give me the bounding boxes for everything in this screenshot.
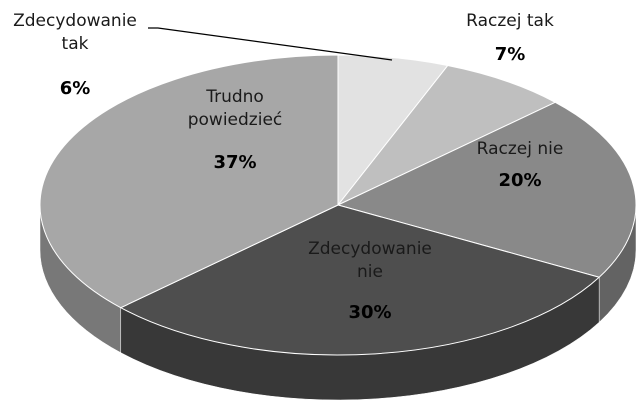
value-label: 7% bbox=[494, 44, 526, 65]
slice-label: Zdecydowanie tak bbox=[13, 11, 137, 54]
slice-label: Raczej nie bbox=[476, 139, 564, 159]
slice bbox=[119, 204, 601, 356]
value-label: 20% bbox=[498, 170, 542, 191]
value-label: 6% bbox=[59, 78, 91, 99]
slice bbox=[337, 64, 557, 206]
slice-label: Zdecydowanie nie bbox=[308, 239, 432, 282]
leader-line bbox=[148, 27, 393, 61]
value-label: 30% bbox=[348, 302, 392, 323]
slice-label: Trudno powiedzieć bbox=[187, 87, 283, 130]
tops bbox=[39, 54, 637, 356]
value-label: 37% bbox=[213, 152, 257, 173]
slice bbox=[39, 54, 339, 309]
slice-label: Raczej tak bbox=[466, 11, 554, 31]
slice bbox=[336, 101, 637, 278]
